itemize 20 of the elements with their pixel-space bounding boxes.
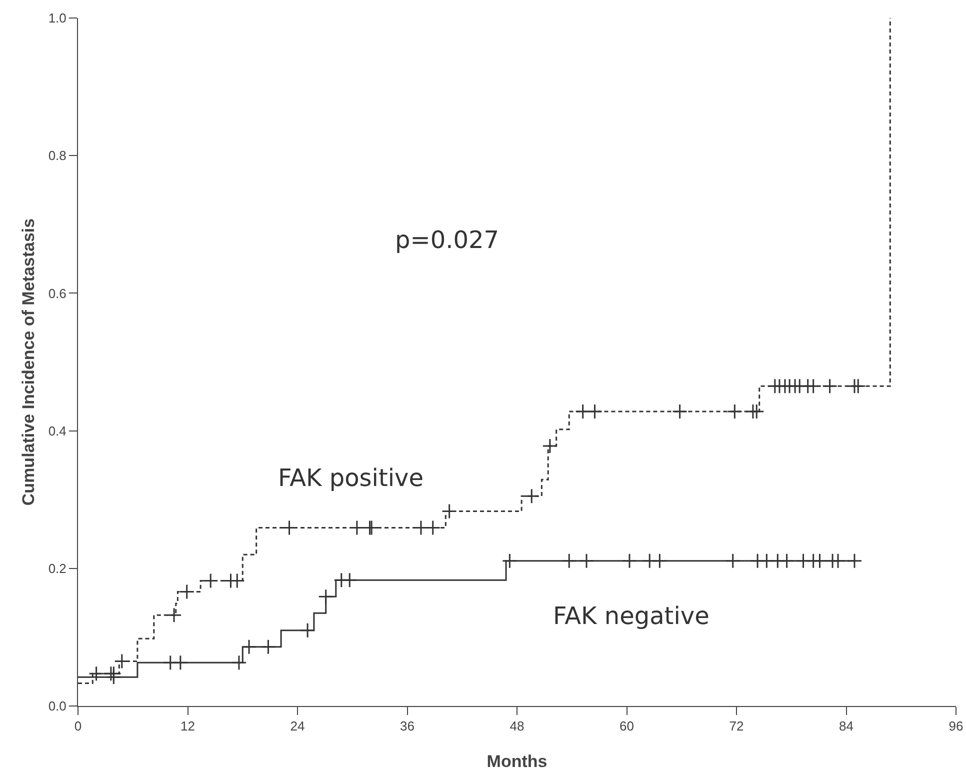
y-tick-label: 0.4 xyxy=(48,423,66,438)
y-axis-title: Cumulative Incidence of Metastasis xyxy=(19,218,38,506)
y-tick-label: 0.0 xyxy=(48,698,66,714)
series-label: FAK negative xyxy=(553,602,710,630)
x-tick-label: 12 xyxy=(180,718,195,734)
x-tick-label: 0 xyxy=(74,718,82,734)
y-tick-label: 0.2 xyxy=(48,560,66,576)
annotation: p=0.027 xyxy=(395,226,500,254)
x-tick-label: 48 xyxy=(510,718,524,734)
y-tick-label: 0.6 xyxy=(48,286,66,301)
series-label: FAK positive xyxy=(278,464,424,492)
x-tick-label: 24 xyxy=(290,718,305,734)
x-axis-title: Months xyxy=(486,752,548,771)
y-tick-label: 1.0 xyxy=(48,10,66,26)
y-tick-label: 0.8 xyxy=(48,148,66,164)
x-tick-label: 72 xyxy=(729,718,744,734)
x-tick-label: 60 xyxy=(620,718,634,734)
x-tick-label: 84 xyxy=(839,718,854,734)
x-tick-label: 96 xyxy=(948,718,964,734)
x-tick-label: 36 xyxy=(400,718,414,734)
